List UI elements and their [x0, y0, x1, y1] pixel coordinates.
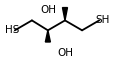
- Text: OH: OH: [40, 5, 55, 15]
- Polygon shape: [62, 8, 67, 20]
- Text: OH: OH: [56, 48, 72, 58]
- Text: HS: HS: [5, 25, 19, 35]
- Polygon shape: [45, 30, 50, 42]
- Text: SH: SH: [94, 15, 108, 25]
